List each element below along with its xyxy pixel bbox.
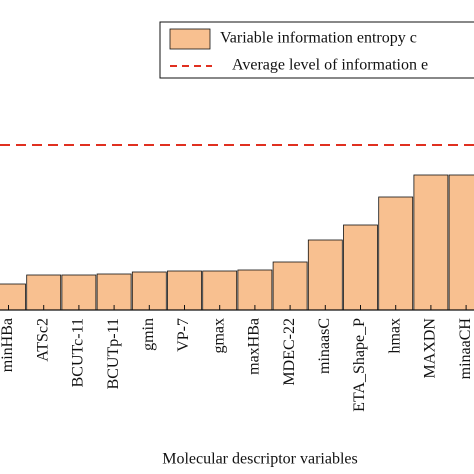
x-tick-label: hmax	[386, 318, 403, 354]
bar	[448, 174, 474, 311]
x-tick-label: VP-7	[175, 318, 192, 352]
x-tick-label: minaasC	[316, 318, 333, 374]
legend: Variable information entropy c Average l…	[159, 21, 474, 79]
bar	[61, 274, 97, 311]
bar	[0, 283, 26, 311]
x-tick-label: minaaCH	[457, 318, 474, 380]
bar	[413, 174, 449, 311]
bar	[343, 224, 378, 311]
legend-label: Variable information entropy c	[220, 30, 417, 47]
bar	[131, 271, 167, 311]
x-tick-label: MAXDN	[422, 318, 439, 379]
bar	[272, 261, 308, 311]
bar	[202, 270, 238, 311]
bar	[26, 274, 62, 311]
x-tick-label: BCUTp-11	[105, 318, 122, 389]
bar	[167, 270, 202, 311]
x-tick-label: maxHBa	[246, 318, 263, 375]
legend-label: Average level of information e	[232, 57, 428, 74]
legend-box	[159, 21, 474, 79]
x-tick-label: MDEC-22	[281, 318, 298, 386]
x-tick-label: ATSc2	[34, 318, 51, 362]
bar	[96, 273, 132, 311]
x-tick-label: gmin	[140, 318, 157, 351]
bar	[307, 239, 343, 311]
bar	[237, 269, 273, 311]
x-tick-label: gmax	[210, 318, 227, 354]
bar	[378, 196, 414, 311]
x-axis-label: Molecular descriptor variables	[162, 451, 357, 468]
legend-swatch	[169, 28, 211, 50]
x-tick-label: BCUTc-11	[70, 318, 87, 387]
x-tick-label: minHBa	[0, 318, 16, 372]
x-tick-label: ETA_Shape_P	[351, 318, 368, 412]
